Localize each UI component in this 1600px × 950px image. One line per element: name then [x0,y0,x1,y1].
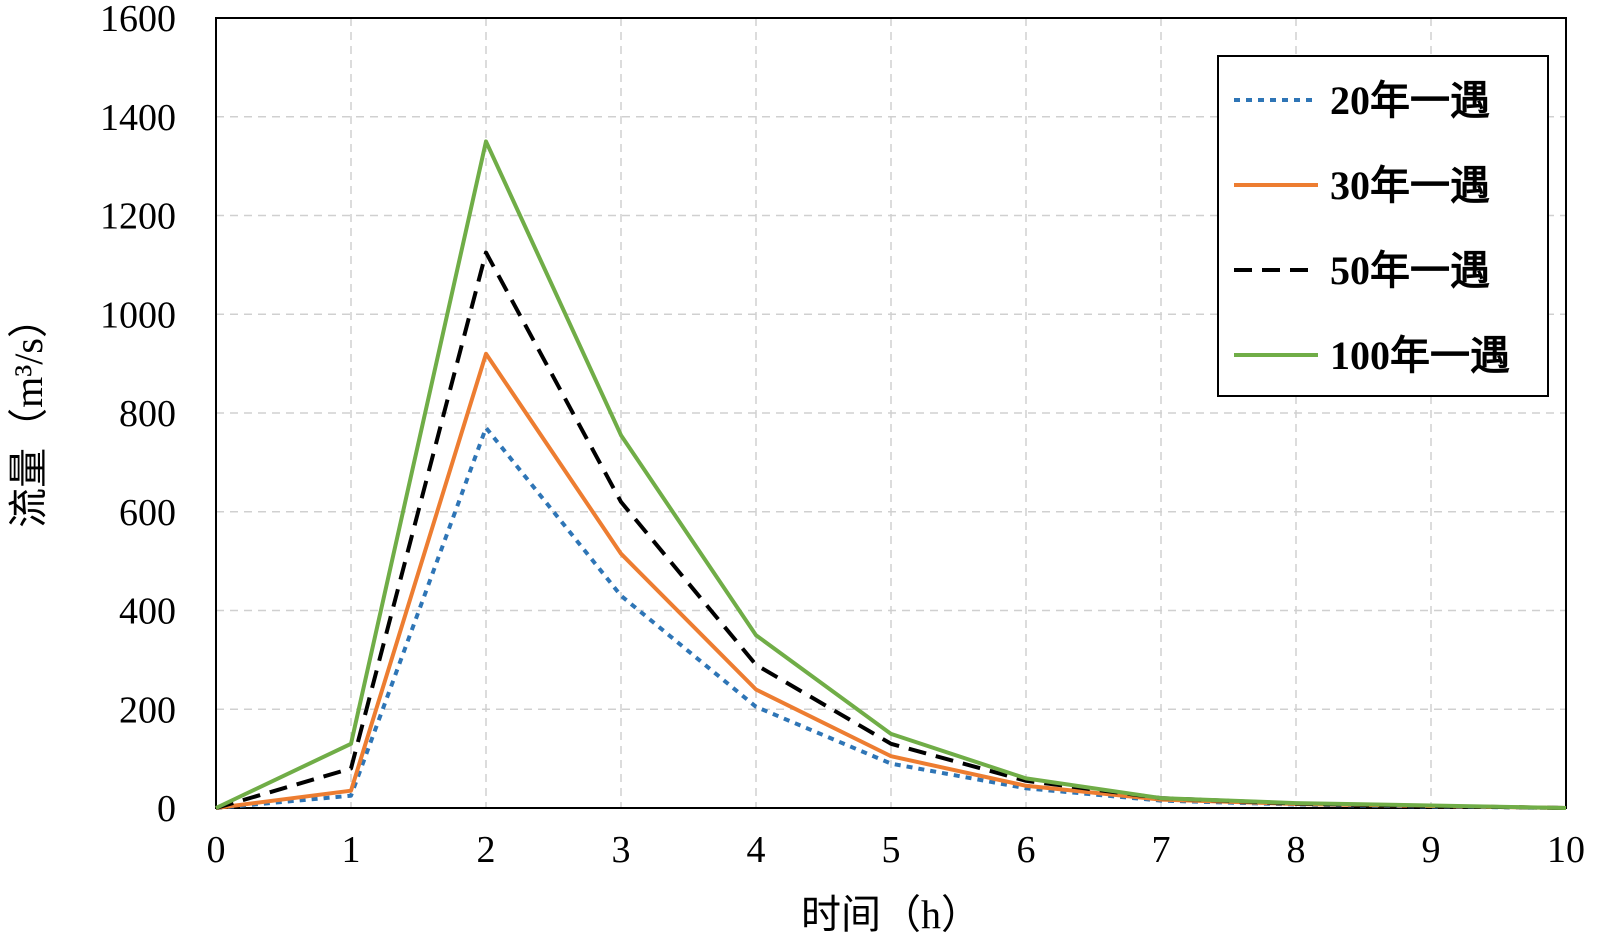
x-tick-label: 4 [747,829,766,871]
x-axis-ticks: 0 1 2 3 4 5 6 7 8 9 10 [207,829,1586,871]
x-tick-label: 8 [1287,829,1306,871]
x-tick-label: 0 [207,829,226,871]
y-tick-label: 1600 [100,0,176,40]
legend: 20年一遇 30年一遇 50年一遇 100年一遇 [1217,55,1549,397]
legend-box [1217,55,1549,397]
y-axis-ticks: 0 200 400 600 800 1000 1200 1400 1600 [100,0,176,830]
x-tick-label: 1 [342,829,361,871]
x-tick-label: 6 [1017,829,1036,871]
series-line-3 [215,139,1567,810]
legend-label-3: 100年一遇 [1330,333,1510,378]
series-group [215,139,1567,810]
y-tick-label: 800 [119,393,176,435]
x-tick-label: 3 [612,829,631,871]
y-tick-label: 400 [119,591,176,633]
plot-area [215,17,1567,809]
x-tick-label: 9 [1422,829,1441,871]
y-axis-label: 流量（m³/s） [6,298,51,528]
y-tick-label: 600 [119,492,176,534]
x-tick-label: 7 [1152,829,1171,871]
x-axis-label: 时间（h） [801,892,981,937]
y-tick-label: 1000 [100,294,176,336]
y-tick-label: 0 [157,788,176,830]
y-tick-label: 200 [119,689,176,731]
legend-label-0: 20年一遇 [1330,78,1490,123]
x-tick-label: 2 [477,829,496,871]
x-tick-label: 5 [882,829,901,871]
legend-label-1: 30年一遇 [1330,163,1490,208]
legend-label-2: 50年一遇 [1330,248,1490,293]
y-tick-label: 1200 [100,196,176,238]
y-tick-label: 1400 [100,97,176,139]
x-tick-label: 10 [1547,829,1585,871]
